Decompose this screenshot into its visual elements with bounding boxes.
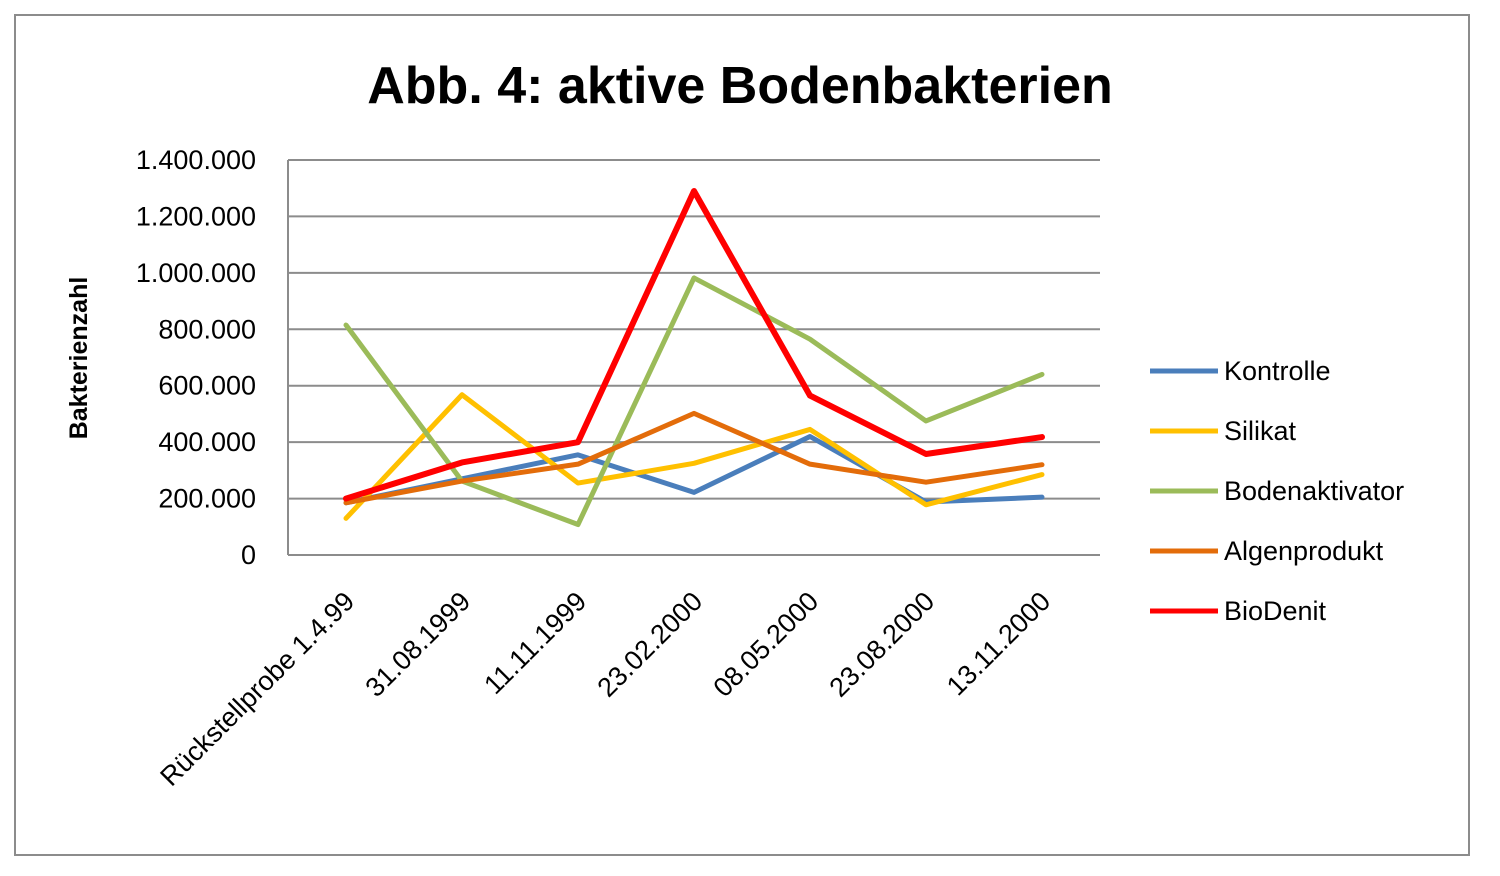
y-axis-label: Bakterienzahl	[65, 277, 93, 440]
x-tick-label: Rückstellprobe 1.4.99	[154, 586, 360, 792]
x-tick-label: 11.11.1999	[478, 586, 592, 700]
series-line-bodenaktivator	[343, 275, 1045, 528]
y-tick-label: 1.000.000	[136, 258, 256, 288]
legend-label: Bodenaktivator	[1224, 476, 1404, 506]
y-tick-label: 200.000	[158, 484, 256, 514]
chart-title: Abb. 4: aktive Bodenbakterien	[367, 57, 1113, 115]
x-tick-label: 08.05.2000	[707, 586, 824, 703]
y-tick-label: 600.000	[158, 371, 256, 401]
x-tick-label: 13.11.2000	[941, 586, 1056, 701]
x-axis-ticks: Rückstellprobe 1.4.99 31.08.1999 11.11.199…	[154, 586, 1056, 792]
x-tick-label: 23.08.2000	[823, 586, 940, 703]
gridlines	[287, 159, 1100, 556]
x-tick-label: 23.02.2000	[591, 586, 708, 703]
series-lines	[343, 188, 1045, 528]
legend-label: Algenprodukt	[1224, 536, 1384, 566]
series-line-algenprodukt	[343, 410, 1045, 506]
series-line-silikat	[343, 392, 1045, 521]
legend-label: Silikat	[1224, 416, 1297, 446]
legend: Kontrolle Silikat Bodenaktivator Algenprodu…	[1150, 356, 1404, 626]
y-axis-ticks: 0 200.000 400.000 600.000 800.000 1.000.000 1.…	[136, 145, 256, 570]
x-tick-label: 31.08.1999	[359, 586, 476, 703]
y-tick-label: 800.000	[158, 314, 256, 344]
legend-label: BioDenit	[1224, 596, 1327, 626]
legend-label: Kontrolle	[1224, 356, 1331, 386]
y-tick-label: 0	[241, 540, 256, 570]
y-tick-label: 400.000	[158, 427, 256, 457]
y-tick-label: 1.400.000	[136, 145, 256, 175]
y-tick-label: 1.200.000	[136, 201, 256, 231]
series-line-biodenit	[343, 188, 1045, 502]
